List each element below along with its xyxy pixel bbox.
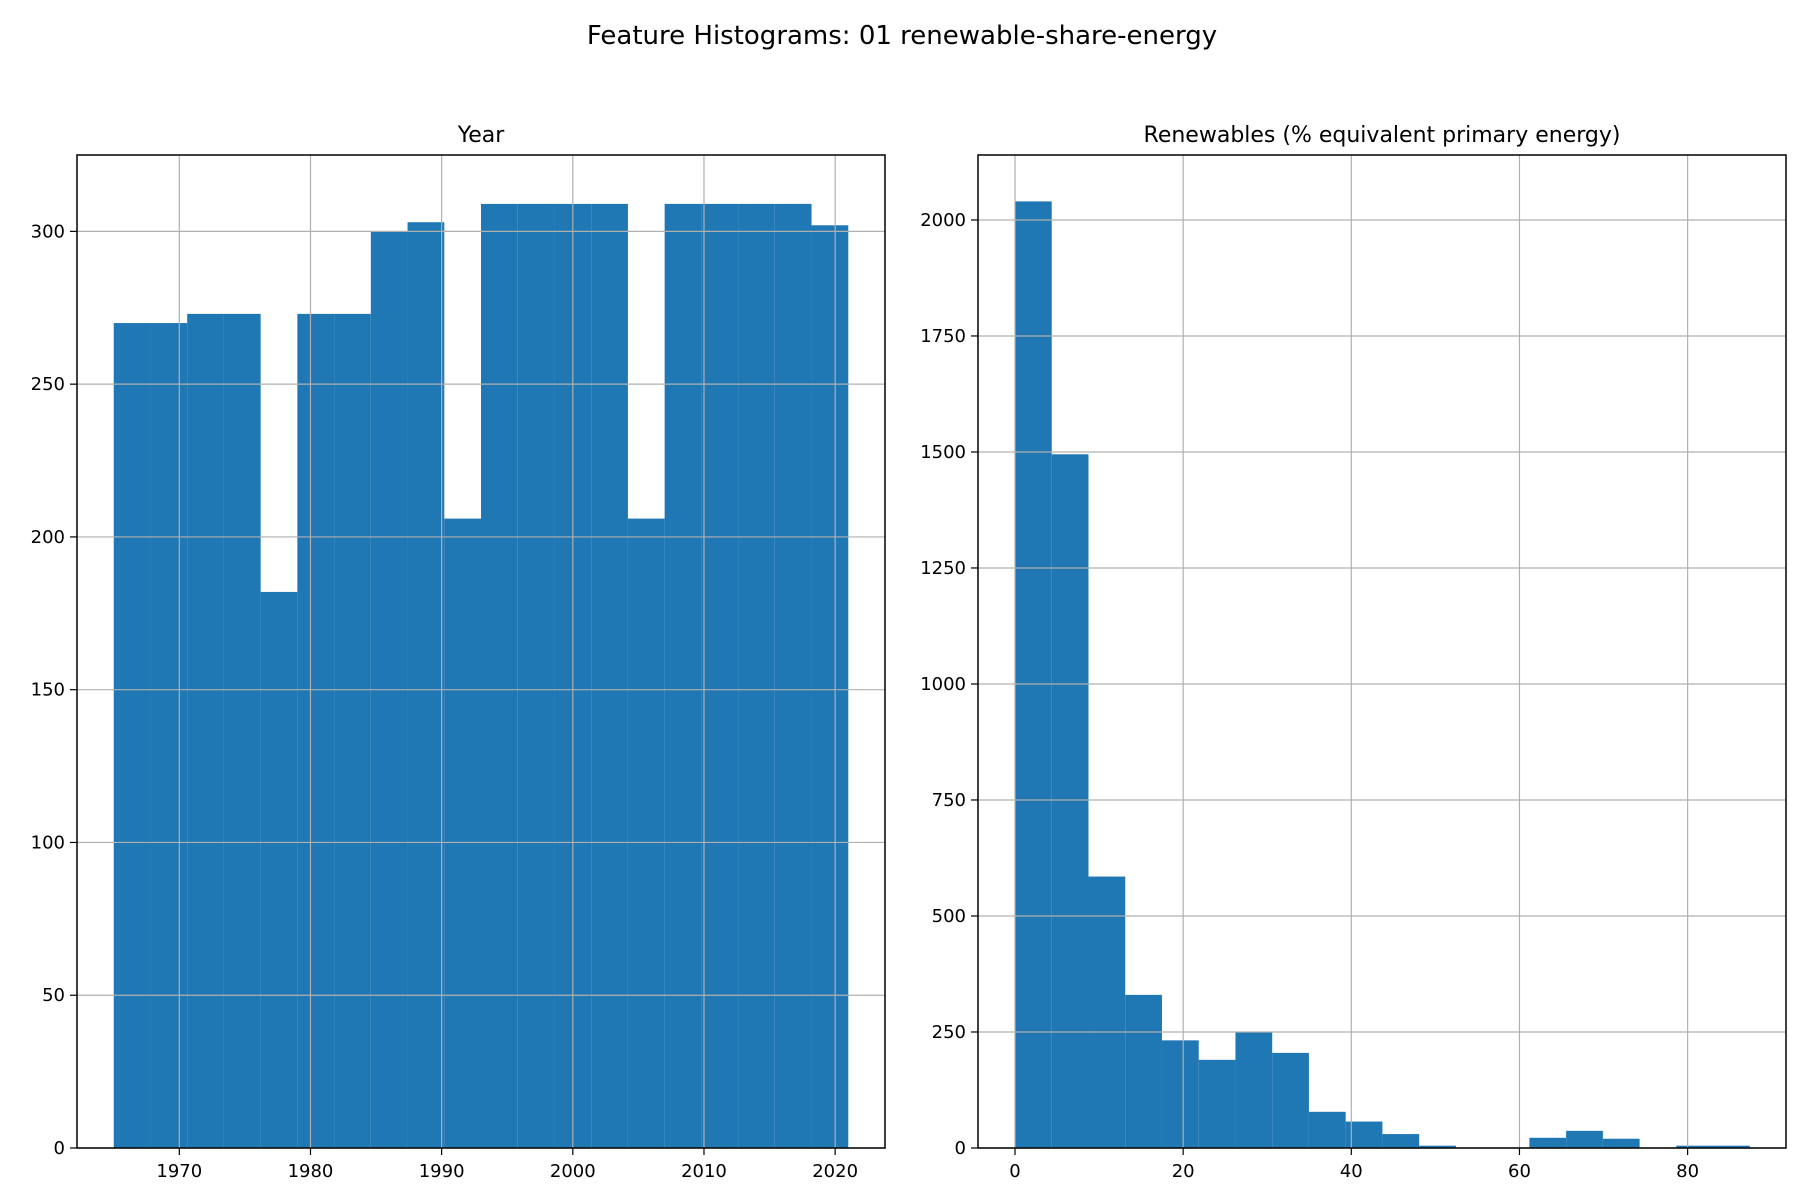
histogram-bar bbox=[774, 203, 812, 1148]
histogram-bar bbox=[811, 225, 849, 1148]
x-tick-label: 1980 bbox=[288, 1161, 334, 1182]
x-tick-label: 2020 bbox=[812, 1161, 858, 1182]
histogram-bar bbox=[1713, 1145, 1750, 1148]
y-tick-label: 50 bbox=[42, 985, 65, 1006]
histogram-bar bbox=[1419, 1145, 1456, 1148]
histogram-bar bbox=[1014, 201, 1052, 1148]
x-tick-label: 1990 bbox=[419, 1161, 465, 1182]
histogram-bar bbox=[187, 313, 224, 1148]
histogram-bar bbox=[664, 203, 702, 1148]
histogram-bar bbox=[113, 323, 151, 1148]
y-tick-label: 100 bbox=[31, 832, 65, 853]
y-tick-label: 150 bbox=[31, 680, 65, 701]
y-tick-label: 1500 bbox=[920, 442, 966, 463]
figure-suptitle: Feature Histograms: 01 renewable-share-e… bbox=[587, 21, 1217, 51]
histogram-bar bbox=[444, 518, 481, 1148]
y-tick-label: 250 bbox=[932, 1022, 966, 1043]
x-tick-label: 40 bbox=[1340, 1161, 1363, 1182]
histogram-bar bbox=[1529, 1137, 1567, 1148]
x-tick-label: 2010 bbox=[681, 1161, 727, 1182]
y-tick-label: 1000 bbox=[920, 674, 966, 695]
axes-frame bbox=[76, 154, 886, 1149]
y-tick-label: 200 bbox=[31, 527, 65, 548]
histogram-bar bbox=[334, 313, 371, 1148]
y-tick-label: 0 bbox=[54, 1138, 65, 1159]
histogram-bar bbox=[1051, 454, 1089, 1148]
x-tick-label: 60 bbox=[1508, 1161, 1531, 1182]
y-tick-label: 750 bbox=[932, 790, 966, 811]
x-tick-label: 0 bbox=[1009, 1161, 1020, 1182]
histogram-bar bbox=[517, 203, 555, 1148]
y-tick-label: 250 bbox=[31, 374, 65, 395]
x-tick-label: 80 bbox=[1676, 1161, 1699, 1182]
y-tick-label: 1750 bbox=[920, 326, 966, 347]
histogram-bar bbox=[1088, 876, 1126, 1148]
y-tick-label: 500 bbox=[932, 906, 966, 927]
x-tick-label: 1970 bbox=[156, 1161, 202, 1182]
histogram-bar bbox=[150, 323, 188, 1148]
histogram-bar bbox=[223, 313, 261, 1148]
axes-title-year: Year bbox=[457, 123, 506, 148]
histogram-bar bbox=[407, 222, 445, 1149]
axes-frame bbox=[977, 154, 1787, 1149]
histogram-bar bbox=[1125, 994, 1162, 1148]
histogram-bar bbox=[1198, 1059, 1236, 1148]
axes-title-renewables: Renewables (% equivalent primary energy) bbox=[1144, 123, 1621, 148]
histogram-year: Year 1970 1980 1990 2000 2010 2020 0 50 100 150 20… bbox=[31, 123, 886, 1182]
histogram-bar bbox=[627, 518, 665, 1148]
histogram-bar bbox=[738, 203, 775, 1148]
histogram-bar bbox=[1272, 1052, 1309, 1148]
histogram-bar bbox=[1382, 1134, 1420, 1148]
y-tick-label: 300 bbox=[31, 221, 65, 242]
histogram-bar bbox=[481, 203, 518, 1148]
histogram-renewables: Renewables (% equivalent primary energy)… bbox=[920, 123, 1787, 1182]
histogram-bar bbox=[1161, 1040, 1199, 1148]
histogram-bar bbox=[1235, 1032, 1273, 1148]
histogram-bar bbox=[1308, 1111, 1346, 1148]
y-tick-label: 1250 bbox=[920, 558, 966, 579]
histogram-bar bbox=[260, 591, 298, 1148]
histogram-bar bbox=[1602, 1138, 1640, 1148]
histogram-bar bbox=[1676, 1145, 1714, 1148]
y-tick-label: 0 bbox=[955, 1138, 966, 1159]
histogram-bar bbox=[297, 313, 335, 1148]
x-tick-label: 20 bbox=[1172, 1161, 1195, 1182]
histogram-bar bbox=[701, 203, 739, 1148]
histogram-bar bbox=[1566, 1130, 1603, 1148]
x-tick-label: 2000 bbox=[550, 1161, 596, 1182]
histogram-bar bbox=[591, 203, 628, 1148]
y-tick-label: 2000 bbox=[920, 210, 966, 231]
